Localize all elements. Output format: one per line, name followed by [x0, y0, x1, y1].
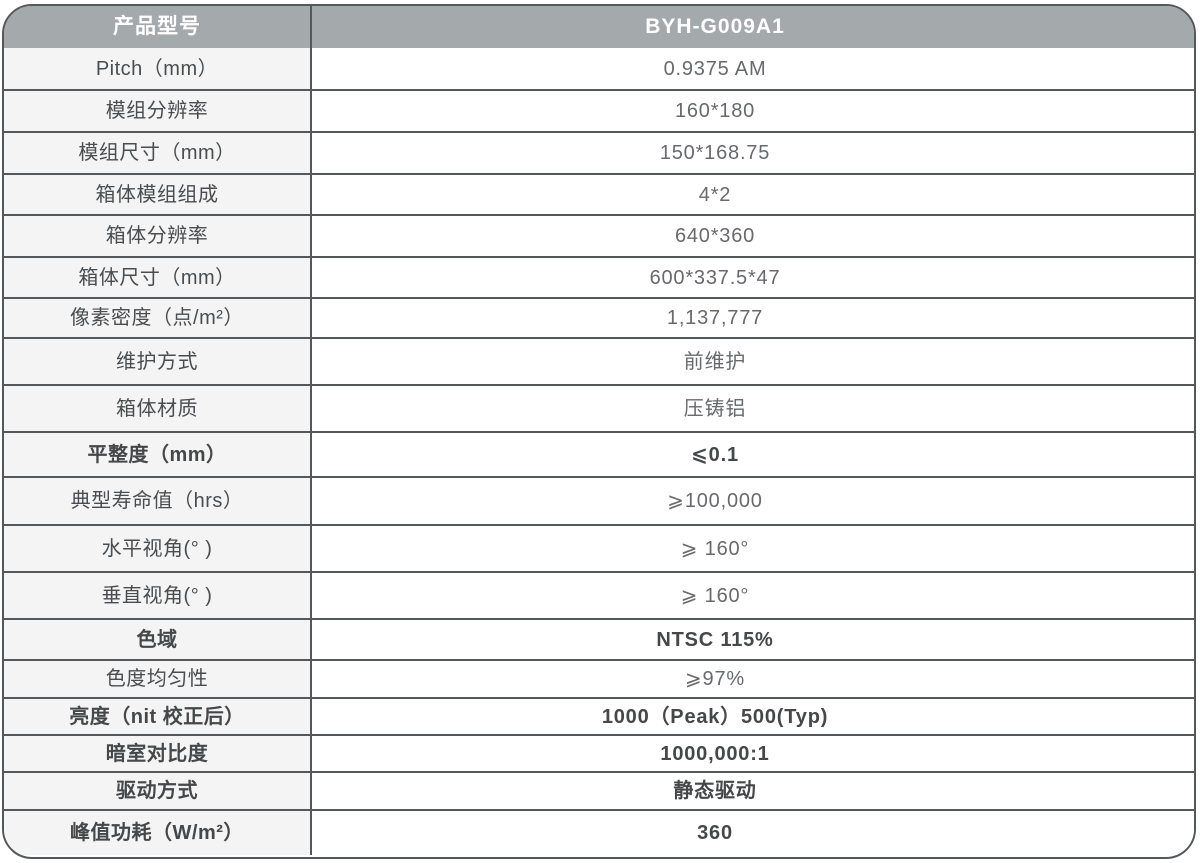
spec-row: 峰值功耗（W/m²） 360 — [4, 809, 1194, 855]
spec-row: 箱体材质 压铸铝 — [4, 384, 1194, 431]
spec-row: 亮度（nit 校正后） 1000（Peak）500(Typ) — [4, 697, 1194, 734]
spec-value-cell: ⩾100,000 — [312, 478, 1194, 524]
spec-row: 模组分辨率 160*180 — [4, 89, 1194, 131]
spec-label-cell: 箱体尺寸（mm） — [4, 258, 312, 297]
header-model-number: BYH-G009A1 — [312, 6, 1194, 48]
spec-row: 色域 NTSC 115% — [4, 618, 1194, 659]
spec-value-cell: 160*180 — [312, 91, 1194, 131]
spec-label-cell: 像素密度（点/m²） — [4, 299, 312, 337]
spec-label-cell: 峰值功耗（W/m²） — [4, 811, 312, 855]
spec-row: Pitch（mm） 0.9375 AM — [4, 48, 1194, 89]
spec-value-cell: 1,137,777 — [312, 299, 1194, 337]
spec-row: 垂直视角(° ) ⩾ 160° — [4, 571, 1194, 618]
spec-value-cell: NTSC 115% — [312, 620, 1194, 659]
spec-row: 暗室对比度 1000,000:1 — [4, 734, 1194, 771]
spec-value-cell: 静态驱动 — [312, 773, 1194, 809]
spec-value-cell: 640*360 — [312, 216, 1194, 256]
spec-label-cell: 暗室对比度 — [4, 736, 312, 771]
spec-value-cell: ⩾ 160° — [312, 573, 1194, 618]
spec-value-cell: 压铸铝 — [312, 386, 1194, 431]
spec-label-cell: 箱体材质 — [4, 386, 312, 431]
spec-value-cell: 0.9375 AM — [312, 48, 1194, 89]
spec-label-cell: 色度均匀性 — [4, 661, 312, 697]
spec-row: 箱体尺寸（mm） 600*337.5*47 — [4, 256, 1194, 297]
spec-label-cell: Pitch（mm） — [4, 48, 312, 89]
spec-row: 维护方式 前维护 — [4, 337, 1194, 384]
spec-row: 典型寿命值（hrs） ⩾100,000 — [4, 476, 1194, 524]
spec-row: 驱动方式 静态驱动 — [4, 771, 1194, 809]
spec-label-cell: 箱体模组组成 — [4, 175, 312, 214]
table-body: Pitch（mm） 0.9375 AM 模组分辨率 160*180 模组尺寸（mm） 15… — [4, 48, 1194, 855]
spec-value-cell: 1000（Peak）500(Typ) — [312, 699, 1194, 734]
table-header-row: 产品型号 BYH-G009A1 — [4, 6, 1194, 48]
spec-value-cell: ⩽0.1 — [312, 433, 1194, 476]
spec-row: 水平视角(° ) ⩾ 160° — [4, 524, 1194, 571]
spec-label-cell: 驱动方式 — [4, 773, 312, 809]
spec-label-cell: 箱体分辨率 — [4, 216, 312, 256]
spec-value-cell: 360 — [312, 811, 1194, 855]
spec-label-cell: 亮度（nit 校正后） — [4, 699, 312, 734]
spec-row: 像素密度（点/m²） 1,137,777 — [4, 297, 1194, 337]
spec-table: 产品型号 BYH-G009A1 Pitch（mm） 0.9375 AM 模组分辨率 1… — [2, 4, 1196, 859]
spec-label-cell: 水平视角(° ) — [4, 526, 312, 571]
spec-label-cell: 维护方式 — [4, 339, 312, 384]
spec-row: 箱体模组组成 4*2 — [4, 173, 1194, 214]
spec-label-cell: 垂直视角(° ) — [4, 573, 312, 618]
spec-label-cell: 典型寿命值（hrs） — [4, 478, 312, 524]
spec-value-cell: 600*337.5*47 — [312, 258, 1194, 297]
spec-row: 色度均匀性 ⩾97% — [4, 659, 1194, 697]
spec-label-cell: 模组分辨率 — [4, 91, 312, 131]
spec-value-cell: ⩾ 160° — [312, 526, 1194, 571]
spec-row: 箱体分辨率 640*360 — [4, 214, 1194, 256]
spec-value-cell: 1000,000:1 — [312, 736, 1194, 771]
header-product-model-label: 产品型号 — [4, 6, 312, 48]
spec-row: 模组尺寸（mm） 150*168.75 — [4, 131, 1194, 173]
spec-value-cell: ⩾97% — [312, 661, 1194, 697]
spec-label-cell: 模组尺寸（mm） — [4, 133, 312, 173]
spec-label-cell: 平整度（mm） — [4, 433, 312, 476]
spec-value-cell: 前维护 — [312, 339, 1194, 384]
spec-value-cell: 150*168.75 — [312, 133, 1194, 173]
spec-value-cell: 4*2 — [312, 175, 1194, 214]
spec-row: 平整度（mm） ⩽0.1 — [4, 431, 1194, 476]
spec-label-cell: 色域 — [4, 620, 312, 659]
